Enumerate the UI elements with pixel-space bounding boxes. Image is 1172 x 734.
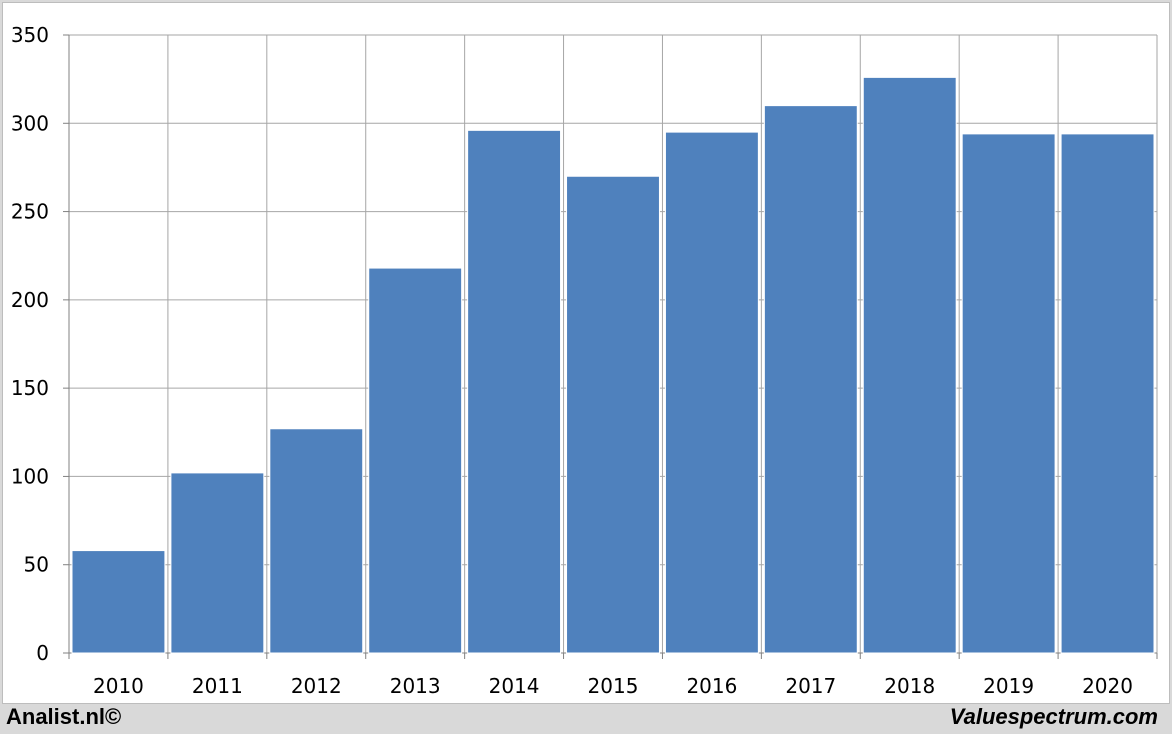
y-tick-label: 350 <box>11 23 49 47</box>
bar-2019 <box>961 133 1056 654</box>
x-tick-label: 2012 <box>291 674 342 698</box>
bar-2016 <box>664 131 759 654</box>
bar-2018 <box>862 76 957 654</box>
y-tick-label: 50 <box>24 553 49 577</box>
footer-right-credit: Valuespectrum.com <box>949 704 1158 729</box>
y-tick-label: 0 <box>36 641 49 665</box>
x-tick-label: 2011 <box>192 674 243 698</box>
x-tick-label: 2018 <box>884 674 935 698</box>
x-tick-label: 2010 <box>93 674 144 698</box>
bar-2010 <box>71 550 166 654</box>
y-tick-label: 100 <box>11 464 49 488</box>
y-tick-label: 150 <box>11 376 49 400</box>
chart-frame: 0 50 100 150 200 250 300 350 2010 2011 2012 2013 201… <box>2 2 1170 704</box>
bar-2011 <box>170 472 265 654</box>
x-tick-label: 2017 <box>785 674 836 698</box>
x-tick-label: 2013 <box>390 674 441 698</box>
footer-left-credit: Analist.nl© <box>6 704 122 729</box>
bar-2017 <box>763 105 858 654</box>
bar-2020 <box>1060 133 1155 654</box>
bar-chart: 0 50 100 150 200 250 300 350 2010 2011 2012 2013 201… <box>11 23 1158 698</box>
x-tick-label: 2015 <box>588 674 639 698</box>
x-tick-label: 2014 <box>489 674 540 698</box>
bar-2014 <box>467 129 562 654</box>
y-tick-label: 200 <box>11 288 49 312</box>
y-tick-label: 300 <box>11 111 49 135</box>
bar-2013 <box>368 267 463 654</box>
bar-2012 <box>269 428 364 654</box>
x-tick-label: 2020 <box>1082 674 1133 698</box>
y-tick-label: 250 <box>11 200 49 224</box>
x-tick-label: 2016 <box>686 674 737 698</box>
x-tick-label: 2019 <box>983 674 1034 698</box>
bar-2015 <box>566 175 660 654</box>
